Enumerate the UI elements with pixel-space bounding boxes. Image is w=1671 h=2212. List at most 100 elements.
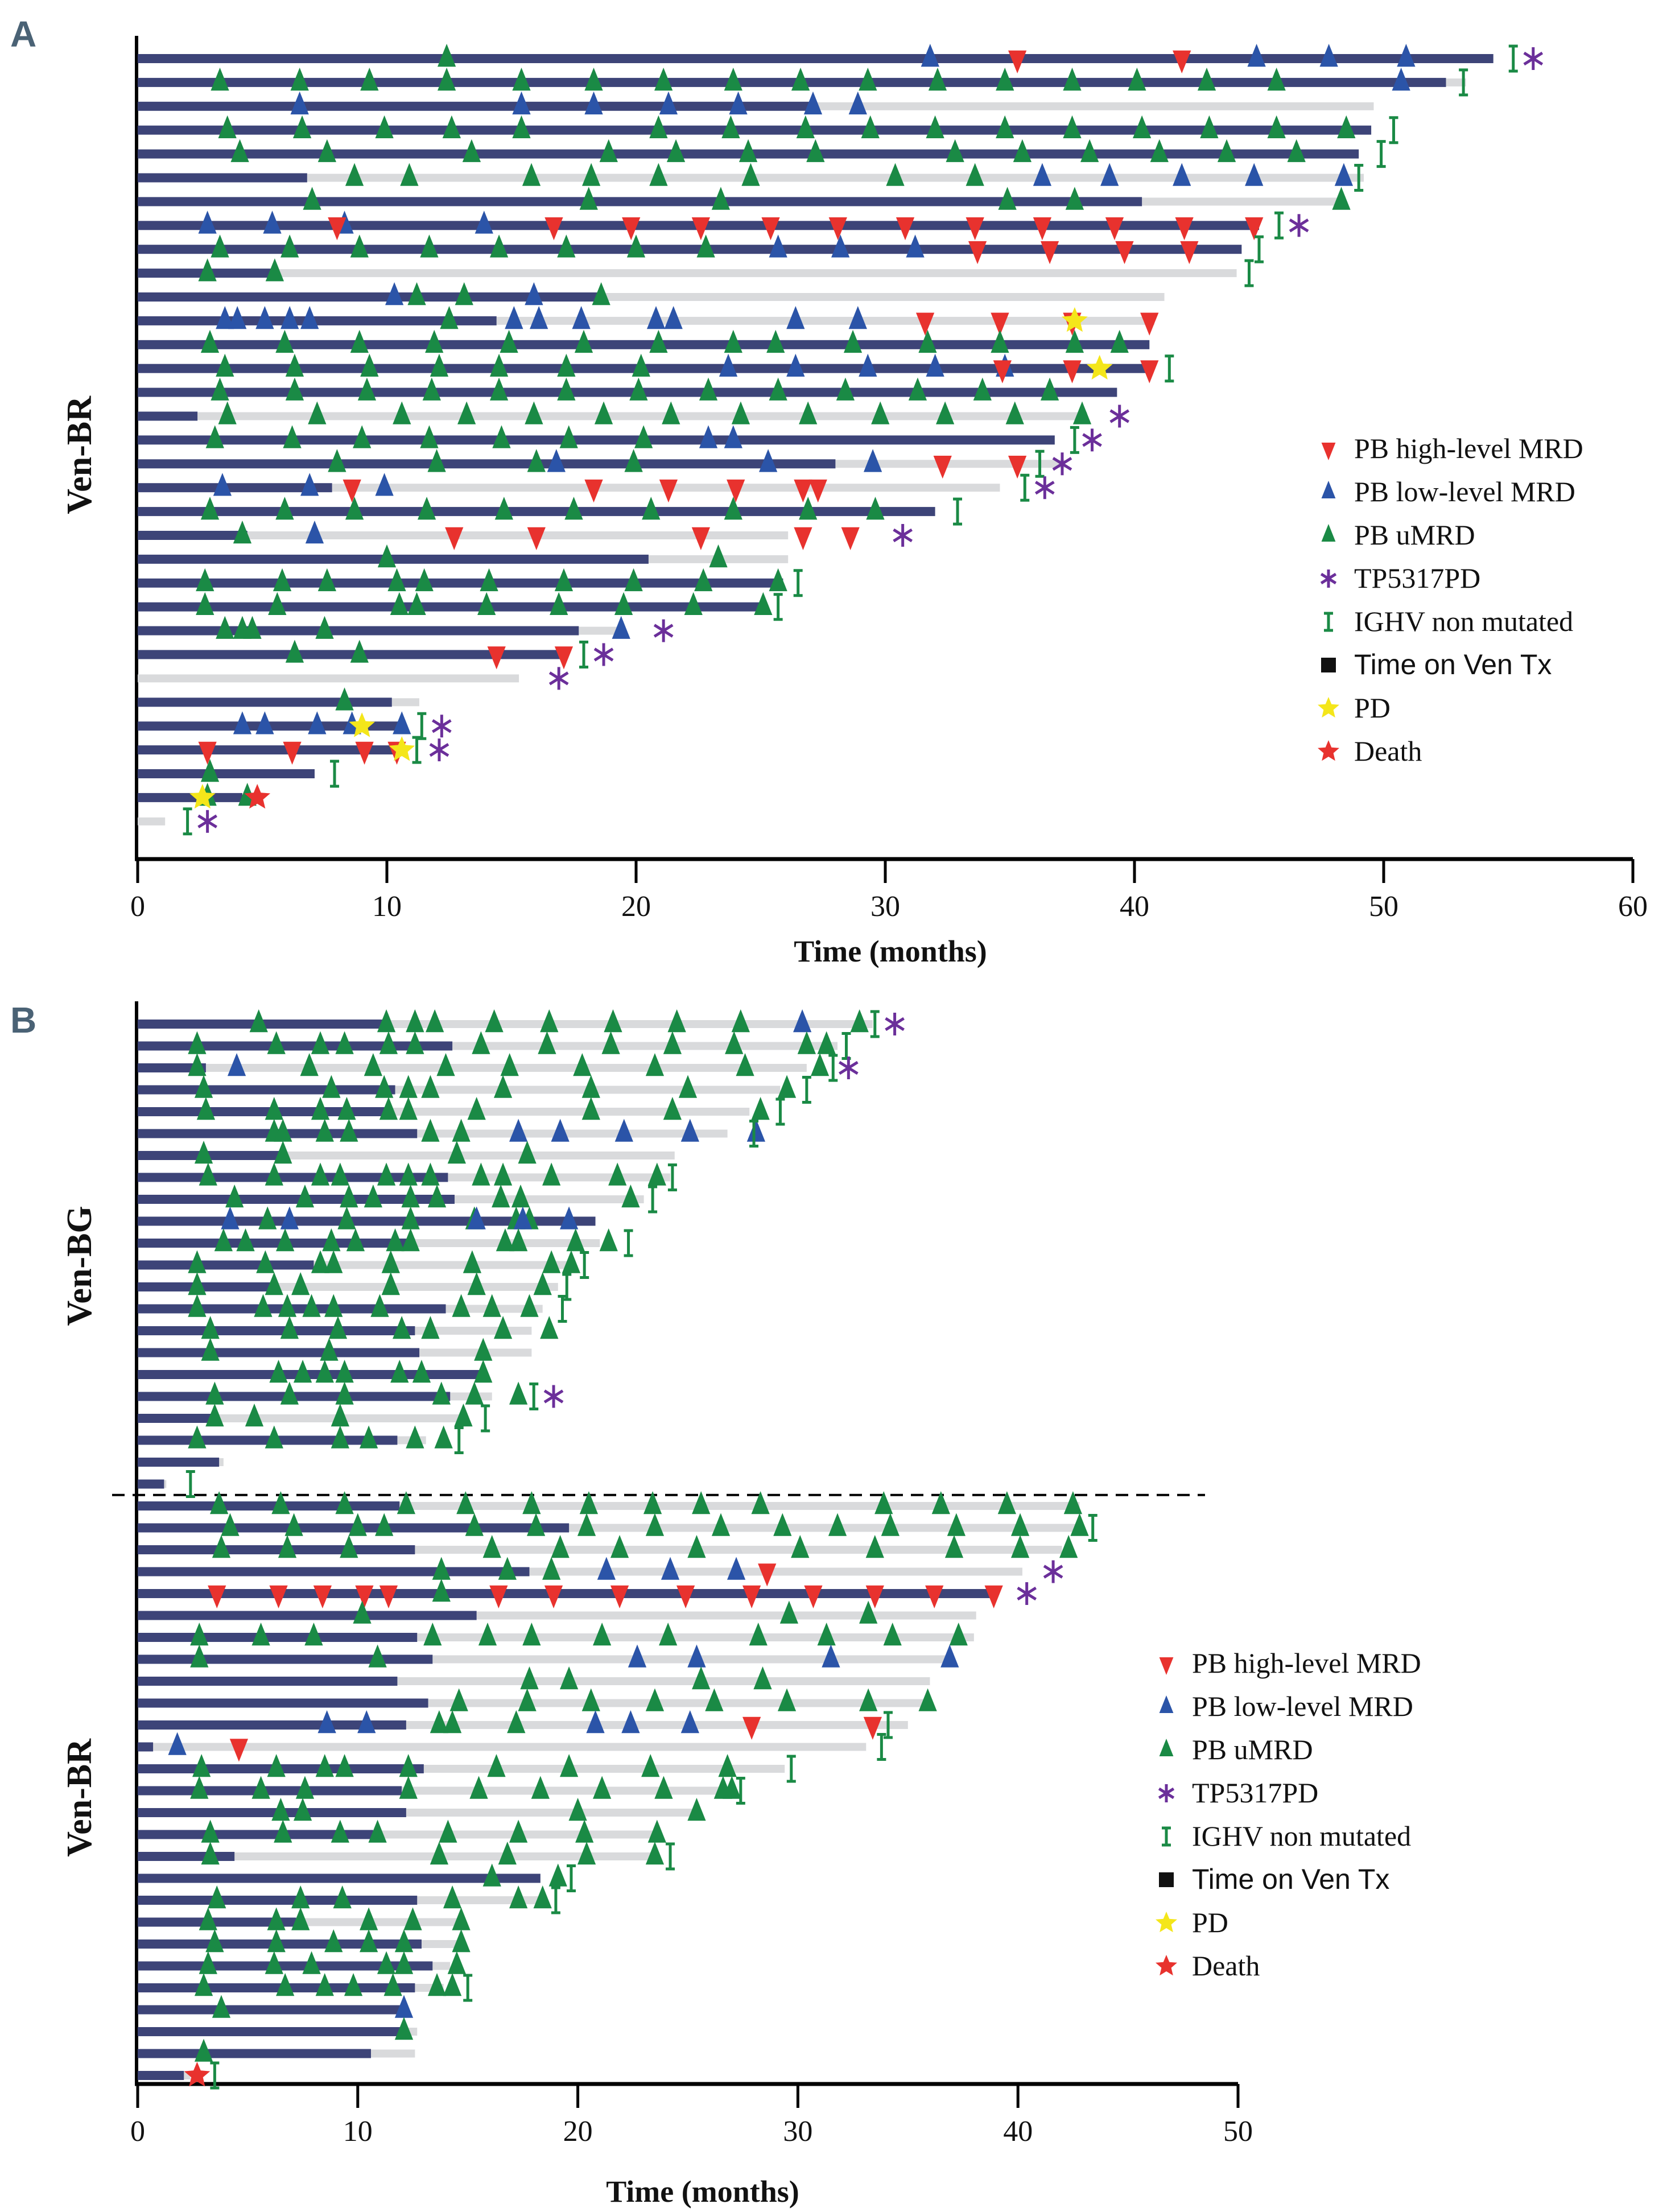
high-mrd-marker [933, 456, 952, 479]
uMRD-marker [667, 1009, 686, 1033]
ven-treatment-bar [138, 1852, 235, 1861]
uMRD-marker [265, 1097, 283, 1120]
pd-star-marker [389, 736, 415, 761]
uMRD-marker [360, 1907, 378, 1930]
uMRD-marker [199, 1162, 217, 1186]
uMRD-marker [290, 67, 309, 91]
uMRD-marker [465, 1513, 484, 1536]
ven-treatment-bar [138, 721, 405, 731]
followup-bar [184, 2071, 191, 2079]
ighv-unmutated-marker [793, 569, 803, 597]
low-mrd-marker [221, 1206, 240, 1229]
uMRD-marker [791, 67, 810, 91]
high-mrd-marker [742, 1716, 761, 1740]
uMRD-marker [333, 1885, 352, 1909]
uMRD-marker [293, 1798, 312, 1821]
patient-row [138, 1623, 974, 1646]
ven-treatment-bar [138, 173, 307, 183]
uMRD-marker [397, 1491, 416, 1514]
patient-row [138, 687, 419, 711]
high-mrd-marker [691, 217, 710, 241]
uMRD-marker [454, 1404, 473, 1427]
patient-row [138, 1250, 589, 1279]
ighv-unmutated-marker [1274, 211, 1284, 240]
legend-symbol-ighv [1324, 612, 1333, 632]
followup-bar [153, 1743, 867, 1751]
ighv-unmutated-marker [666, 1842, 675, 1871]
tp53-marker-stroke [543, 1389, 564, 1404]
uMRD-marker [542, 1162, 561, 1186]
uMRD-marker [509, 1228, 528, 1252]
patient-row [138, 329, 1150, 353]
uMRD-marker [236, 1228, 255, 1252]
ighv-unmutated-marker [749, 1120, 759, 1148]
patient-row [138, 1360, 493, 1383]
low-mrd-marker [547, 449, 566, 472]
low-mrd-marker [227, 1053, 246, 1076]
uMRD-marker [430, 1842, 449, 1865]
ven-treatment-bar [138, 1808, 406, 1817]
low-mrd-marker [586, 1710, 605, 1734]
tp53-marker [1034, 476, 1055, 500]
tp53-marker-stroke [1289, 218, 1309, 233]
uMRD-marker [526, 1513, 546, 1536]
uMRD-marker [998, 187, 1017, 210]
tp53-marker-stroke [893, 528, 913, 543]
uMRD-marker [557, 353, 576, 377]
legend-label-low: PB low-level MRD [1192, 1690, 1413, 1722]
followup-bar [197, 412, 1087, 420]
uMRD-marker [377, 544, 397, 568]
patient-row [138, 1470, 195, 1498]
high-mrd-marker [355, 1585, 374, 1608]
tp53-marker-stroke [432, 719, 452, 733]
uMRD-marker [447, 1951, 466, 1974]
uMRD-marker [426, 1009, 444, 1033]
low-mrd-marker [659, 91, 678, 115]
uMRD-marker [205, 1404, 224, 1427]
uMRD-marker [399, 1776, 418, 1799]
uMRD-marker [315, 616, 334, 639]
uMRD-marker [335, 1491, 354, 1514]
uMRD-marker [438, 44, 456, 67]
followup-bar [234, 1852, 657, 1860]
low-mrd-marker [793, 1009, 812, 1033]
patient-row [138, 1228, 633, 1257]
uMRD-marker [562, 1250, 581, 1273]
ven-treatment-bar [138, 1720, 406, 1730]
patient-row [138, 1535, 1078, 1558]
uMRD-marker [265, 1425, 283, 1448]
ven-treatment-bar [138, 1742, 154, 1752]
uMRD-marker [245, 1404, 264, 1427]
patient-row [138, 1097, 785, 1126]
uMRD-marker [573, 1053, 592, 1076]
low-mrd-marker [263, 211, 282, 234]
low-mrd-marker [769, 234, 787, 258]
legend-symbol-umrd [1321, 524, 1336, 542]
patient-row [138, 807, 217, 836]
uMRD-marker [1200, 115, 1219, 138]
patient-row [138, 1710, 908, 1740]
high-mrd-marker [229, 1739, 249, 1762]
patient-row [138, 258, 1254, 287]
uMRD-marker [566, 1228, 585, 1252]
uMRD-marker [335, 1381, 354, 1405]
uMRD-marker [489, 377, 509, 401]
patient-row [138, 1141, 675, 1164]
uMRD-marker [472, 1031, 490, 1054]
uMRD-marker [420, 234, 439, 258]
uMRD-marker [311, 1031, 330, 1054]
high-mrd-marker [1140, 312, 1159, 336]
uMRD-marker [496, 1228, 515, 1252]
uMRD-marker [420, 425, 439, 448]
ighv-unmutated-marker [1255, 235, 1264, 263]
high-mrd-marker [1173, 50, 1191, 73]
uMRD-marker [211, 234, 229, 258]
low-mrd-marker [233, 711, 252, 734]
uMRD-marker [593, 1623, 612, 1646]
uMRD-marker [412, 1360, 431, 1383]
legend-symbol-death [1156, 1955, 1177, 1976]
uMRD-marker [1063, 1491, 1083, 1514]
uMRD-marker [610, 1535, 629, 1558]
tp53-marker-stroke [197, 814, 217, 828]
uMRD-marker [401, 1228, 420, 1252]
